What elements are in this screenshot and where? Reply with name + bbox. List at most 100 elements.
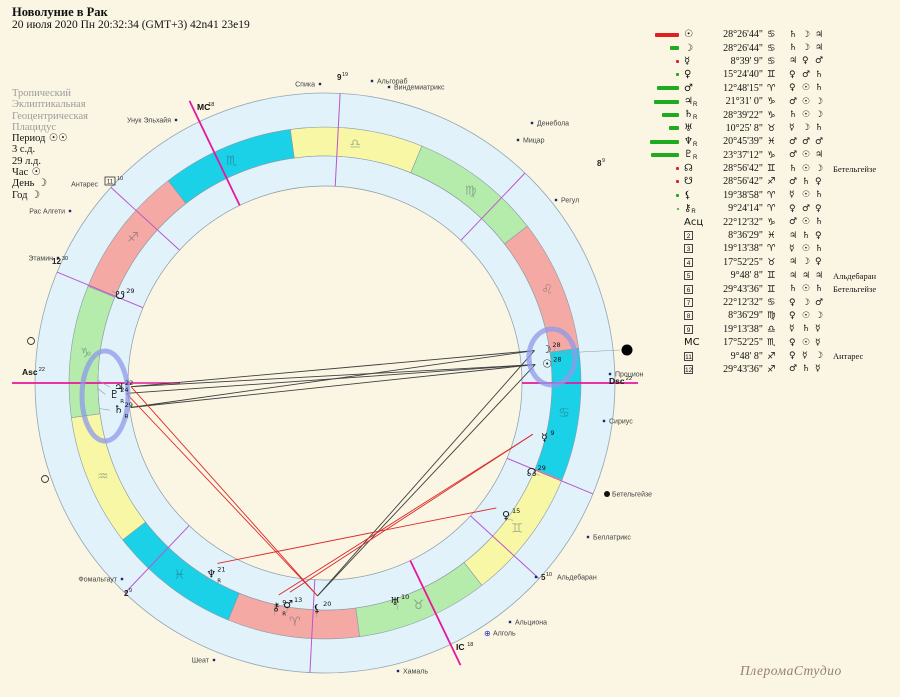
planet-row[interactable]: ⚸ 19°38'58" ♈ ☿ ☉ ♄: [650, 189, 898, 202]
house-row[interactable]: 9 19°13'38" ♎ ☿ ♄ ☿: [650, 323, 898, 336]
phase-connector-line: [561, 349, 621, 354]
object-position: 21°31' 0": [725, 96, 763, 108]
retrograde-mark: R: [282, 612, 286, 618]
object-position: 28°39'22": [723, 109, 763, 121]
house-row[interactable]: 6 29°43'36" ♊ ♄ ☉ ♄ Бетельгейзе: [650, 282, 898, 295]
object-position: 28°26'44": [723, 42, 763, 54]
object-position: 9°48' 8": [730, 350, 763, 362]
planet-row[interactable]: МС 17°52'25" ♏ ♀ ☉ ☿: [650, 336, 898, 349]
zodiac-sign-glyph: ♊: [767, 270, 776, 282]
circle-marker: [41, 475, 49, 483]
star-label: Рас Алгети: [29, 209, 65, 216]
retrograde-mark: R: [125, 414, 129, 420]
zodiac-sign-glyph: ♍: [767, 310, 776, 322]
wheel-planet[interactable]: ☊ 29: [527, 464, 546, 479]
object-glyph: 4: [684, 257, 701, 268]
zodiac-sign-glyph: ♈: [767, 82, 776, 94]
planet-glyph: ⚸: [313, 602, 321, 615]
object-position: 12°48'15": [723, 82, 763, 94]
house-number: 12: [52, 257, 61, 266]
wheel-planet[interactable]: ☋ 29: [111, 287, 135, 302]
object-glyph: ♅: [684, 122, 693, 134]
selection-highlight[interactable]: [79, 348, 131, 444]
wheel-planet[interactable]: ☿ 9: [541, 429, 555, 444]
house-row[interactable]: 12 29°43'36" ♐ ♂ ♄ ☿: [650, 363, 898, 376]
wheel-planet[interactable]: ♀ 15: [502, 507, 520, 522]
zodiac-sign-glyph: ♊: [767, 283, 776, 295]
aspect-strength-bar: [650, 32, 684, 37]
planet-row[interactable]: ♆R 20°45'39" ♓ ♂ ♂ ♂: [650, 135, 898, 148]
house-row[interactable]: 11 9°48' 8" ♐ ♀ ☿ ☽ Антарес: [650, 349, 898, 362]
object-glyph: ☿: [684, 55, 691, 67]
house-row[interactable]: 8 8°36'29" ♍ ♀ ☉ ☽: [650, 309, 898, 322]
aspect-line: [130, 350, 535, 408]
planet-row[interactable]: ♃R 21°31' 0" ♑ ♂ ☉ ☽: [650, 95, 898, 108]
wheel-planet[interactable]: ♄ 29R: [99, 401, 133, 420]
wheel-planets: ☽ 28☉ 28☿ 9♀ 15♂ 13♃ 22♄ 29R♅ 10♆ 21R♇ 24R☊ 29☋ 29⚸ 2…: [97, 287, 561, 618]
planet-row[interactable]: ♅ 10°25' 8" ♉ ☿ ☽ ♄: [650, 122, 898, 135]
object-glyph: 8: [684, 310, 701, 321]
axis-label: Dsc: [609, 376, 625, 386]
selection-highlight[interactable]: [526, 326, 578, 388]
wheel-planet[interactable]: ⚸ 20: [313, 600, 331, 617]
object-position: 17°52'25": [723, 256, 763, 268]
zodiac-glyph: ♋: [558, 406, 570, 421]
planet-row[interactable]: Асц 22°12'32" ♑ ♂ ☉ ♄: [650, 215, 898, 228]
house-row[interactable]: 4 17°52'25" ♉ ♃ ☽ ♀: [650, 256, 898, 269]
zodiac-sign-glyph: ♋: [767, 297, 776, 308]
house-row[interactable]: 3 19°13'38" ♈ ☿ ☉ ♄: [650, 242, 898, 255]
aspect-line: [278, 433, 534, 596]
planet-row[interactable]: ☽ 28°26'44" ♋ ♄ ☽ ♃: [650, 41, 898, 54]
axis-label: Asc: [22, 367, 38, 377]
object-glyph: 2: [684, 230, 701, 241]
planet-row[interactable]: ⚷R 9°24'14" ♈ ♀ ♂ ♀: [650, 202, 898, 215]
wheel-planet[interactable]: ☉ 28: [542, 356, 561, 371]
planet-row[interactable]: ♂ 12°48'15" ♈ ♀ ☉ ♄: [650, 82, 898, 95]
house-number: 2: [124, 589, 129, 598]
sidebar-setting: Эклиптикальная: [12, 99, 86, 111]
cusp-line: [334, 93, 341, 187]
planet-row[interactable]: ♀ 15°24'40" ♊ ♀ ♂ ♄: [650, 68, 898, 81]
planet-row[interactable]: ♄R 28°39'22" ♑ ♄ ☉ ☽: [650, 108, 898, 121]
chart-datetime-location: 20 июля 2020 Пн 20:32:34 (GMT+3) 42n41 2…: [12, 19, 250, 31]
zodiac-sign-glyph: ♉: [767, 122, 776, 134]
object-glyph: 7: [684, 297, 701, 308]
house-row[interactable]: 2 8°36'29" ♓ ♃ ♄ ♀: [650, 229, 898, 242]
planet-degree: 10: [401, 593, 409, 601]
zodiac-sign-glyph: ♓: [767, 136, 776, 148]
wheel-planet[interactable]: ♃ 22: [97, 379, 133, 394]
planet-row[interactable]: ♇R 23°37'12" ♑ ♂ ☉ ♃: [650, 149, 898, 162]
house-cusps: [12, 93, 638, 673]
object-position: 23°37'12": [723, 149, 763, 161]
star-marker: [608, 372, 612, 376]
object-glyph: Асц: [684, 216, 704, 228]
wheel-planet[interactable]: ♅ 10: [390, 593, 409, 610]
wheel-planet[interactable]: ♆ 21 R: [206, 566, 226, 585]
star-marker: [534, 575, 538, 579]
axis-line: [188, 100, 241, 206]
planet-row[interactable]: ☊ 28°56'42" ♊ ♄ ☉ ☽ Бетельгейзе: [650, 162, 898, 175]
wheel-planet[interactable]: ♇ 24 R: [97, 386, 129, 405]
star-marker: [508, 620, 512, 624]
wheel-planet[interactable]: ⚷ 9 R: [272, 599, 286, 618]
planet-row[interactable]: ☿ 8°39' 9" ♋ ♃ ♀ ♂: [650, 55, 898, 68]
house-row[interactable]: 5 9°48' 8" ♊ ♃ ♃ ♃ Альдебаран: [650, 269, 898, 282]
aspect-strength-bar: [650, 167, 684, 171]
house-row[interactable]: 7 22°12'32" ♋ ♀ ☽ ♂: [650, 296, 898, 309]
dispositor-glyphs: ☿ ☽ ♄: [789, 123, 824, 134]
cusp-line: [460, 172, 526, 241]
wheel-planet[interactable]: ☽ 28: [541, 341, 561, 359]
sidebar-parameter: День ☽: [12, 177, 48, 190]
planet-row[interactable]: ☉ 28°26'44" ♋ ♄ ☽ ♃: [650, 28, 898, 41]
star-label: Мицар: [523, 138, 545, 145]
aspect-strength-bar: [650, 59, 684, 63]
house-number-box: [104, 176, 116, 186]
planet-tick: [97, 380, 111, 388]
dispositor-glyphs: ♃ ☽ ♀: [789, 257, 822, 268]
wheel-planet[interactable]: ♂ 13: [283, 596, 302, 613]
planet-tick: [314, 609, 318, 617]
planet-degree: 15: [512, 507, 520, 515]
planet-degree: 29: [126, 287, 134, 295]
object-glyph: 5: [684, 270, 701, 281]
planet-row[interactable]: ☋ 28°56'42" ♐ ♂ ♄ ♀: [650, 175, 898, 188]
